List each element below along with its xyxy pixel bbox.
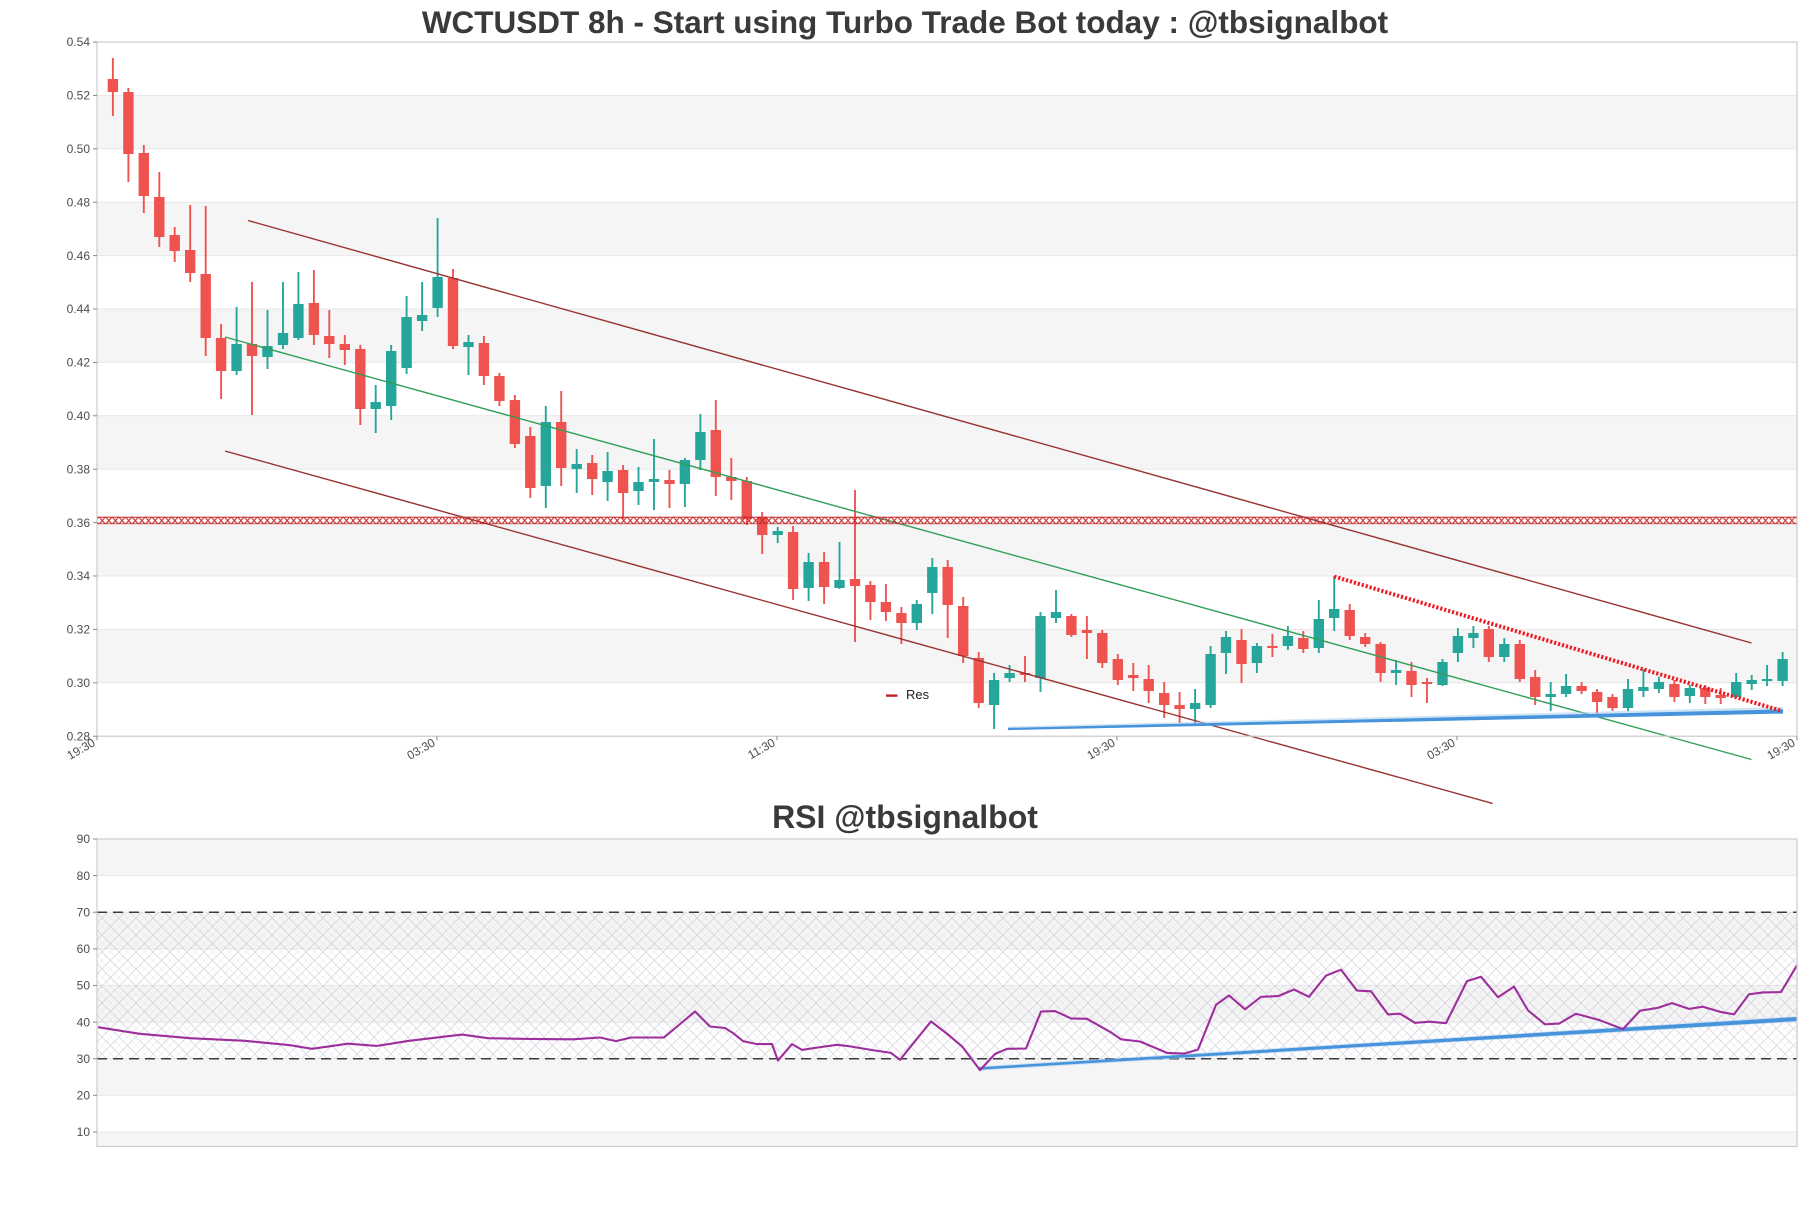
svg-text:0.46: 0.46 bbox=[67, 249, 91, 263]
svg-text:0.52: 0.52 bbox=[67, 89, 91, 103]
svg-text:0.36: 0.36 bbox=[67, 516, 91, 530]
svg-text:10: 10 bbox=[77, 1125, 91, 1139]
svg-text:0.28: 0.28 bbox=[67, 729, 91, 743]
svg-text:0.48: 0.48 bbox=[67, 195, 91, 209]
svg-text:Res: Res bbox=[906, 687, 930, 702]
svg-text:20: 20 bbox=[77, 1089, 91, 1103]
svg-text:90: 90 bbox=[77, 832, 91, 846]
svg-text:40: 40 bbox=[77, 1015, 91, 1029]
svg-text:80: 80 bbox=[77, 869, 91, 883]
svg-text:0.38: 0.38 bbox=[67, 462, 91, 476]
svg-text:0.30: 0.30 bbox=[67, 676, 91, 690]
svg-text:0.42: 0.42 bbox=[67, 356, 91, 370]
svg-text:0.54: 0.54 bbox=[67, 35, 91, 49]
svg-text:RSI @tbsignalbot: RSI @tbsignalbot bbox=[772, 799, 1038, 835]
svg-text:0.44: 0.44 bbox=[67, 302, 91, 316]
svg-text:WCTUSDT 8h - Start using Turbo: WCTUSDT 8h - Start using Turbo Trade Bot… bbox=[422, 4, 1389, 40]
svg-text:0.50: 0.50 bbox=[67, 142, 91, 156]
svg-text:0.40: 0.40 bbox=[67, 409, 91, 423]
svg-text:60: 60 bbox=[77, 942, 91, 956]
svg-text:0.32: 0.32 bbox=[67, 623, 91, 637]
svg-text:30: 30 bbox=[77, 1052, 91, 1066]
svg-text:0.34: 0.34 bbox=[67, 569, 91, 583]
svg-text:50: 50 bbox=[77, 979, 91, 993]
svg-text:70: 70 bbox=[77, 905, 91, 919]
